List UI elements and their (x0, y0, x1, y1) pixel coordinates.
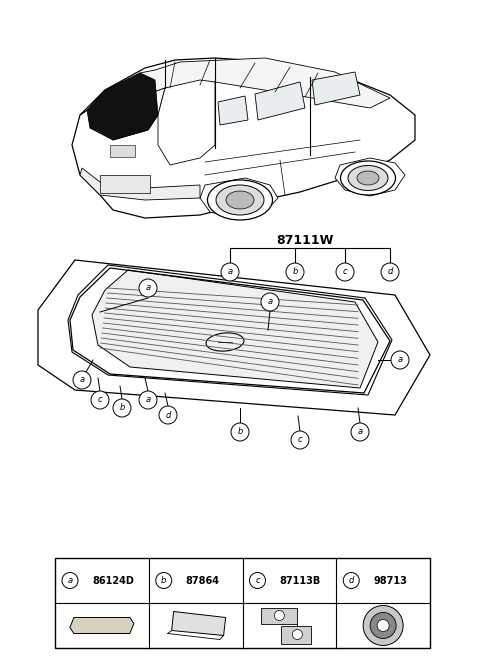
Text: a: a (67, 576, 72, 585)
Text: c: c (343, 268, 348, 276)
Bar (100, 175, 150, 193)
Circle shape (336, 263, 354, 281)
Circle shape (139, 279, 157, 297)
Polygon shape (255, 82, 305, 120)
Circle shape (113, 399, 131, 417)
Text: c: c (98, 396, 102, 405)
Text: c: c (255, 576, 260, 585)
Polygon shape (87, 73, 158, 140)
Ellipse shape (340, 161, 396, 195)
Polygon shape (312, 72, 360, 105)
Text: a: a (228, 268, 233, 276)
Text: 98713: 98713 (373, 575, 407, 586)
Polygon shape (262, 607, 298, 623)
Text: a: a (145, 283, 151, 293)
Text: 87864: 87864 (186, 575, 220, 586)
Polygon shape (80, 88, 165, 140)
Circle shape (275, 611, 284, 621)
Circle shape (62, 573, 78, 588)
Text: b: b (237, 428, 243, 436)
Text: 87113B: 87113B (279, 575, 321, 586)
Ellipse shape (216, 185, 264, 215)
Circle shape (156, 573, 172, 588)
Circle shape (292, 630, 302, 640)
Polygon shape (172, 611, 226, 636)
Circle shape (250, 573, 265, 588)
Circle shape (351, 423, 369, 441)
Polygon shape (70, 617, 134, 634)
Polygon shape (72, 58, 415, 218)
Circle shape (286, 263, 304, 281)
Ellipse shape (348, 165, 388, 190)
Polygon shape (281, 626, 312, 644)
Circle shape (391, 351, 409, 369)
Text: d: d (387, 268, 393, 276)
Text: 86124D: 86124D (92, 575, 134, 586)
Polygon shape (38, 260, 430, 415)
Text: 87111W: 87111W (276, 234, 334, 247)
Ellipse shape (357, 171, 379, 185)
Circle shape (261, 293, 279, 311)
Ellipse shape (226, 191, 254, 209)
Polygon shape (158, 80, 215, 165)
Circle shape (91, 391, 109, 409)
Ellipse shape (207, 180, 273, 220)
Text: b: b (120, 403, 125, 413)
Polygon shape (218, 96, 248, 125)
Text: c: c (298, 436, 302, 445)
Text: b: b (292, 268, 298, 276)
Text: a: a (79, 375, 84, 384)
Circle shape (139, 391, 157, 409)
Circle shape (73, 371, 91, 389)
Circle shape (221, 263, 239, 281)
Text: a: a (145, 396, 151, 405)
Polygon shape (115, 58, 390, 108)
Circle shape (381, 263, 399, 281)
Bar (110, 145, 135, 157)
Text: d: d (165, 411, 171, 419)
Circle shape (370, 613, 396, 638)
Text: d: d (348, 576, 354, 585)
Text: b: b (161, 576, 167, 585)
Text: a: a (358, 428, 362, 436)
Polygon shape (335, 158, 405, 196)
Circle shape (291, 431, 309, 449)
Polygon shape (200, 178, 278, 218)
Circle shape (159, 406, 177, 424)
Text: a: a (397, 356, 403, 365)
Circle shape (231, 423, 249, 441)
Polygon shape (80, 168, 200, 200)
Circle shape (377, 619, 389, 632)
Text: a: a (267, 298, 273, 306)
Polygon shape (92, 270, 378, 388)
Circle shape (343, 573, 359, 588)
Polygon shape (68, 265, 392, 395)
Circle shape (363, 605, 403, 646)
Bar (55, 558, 430, 648)
